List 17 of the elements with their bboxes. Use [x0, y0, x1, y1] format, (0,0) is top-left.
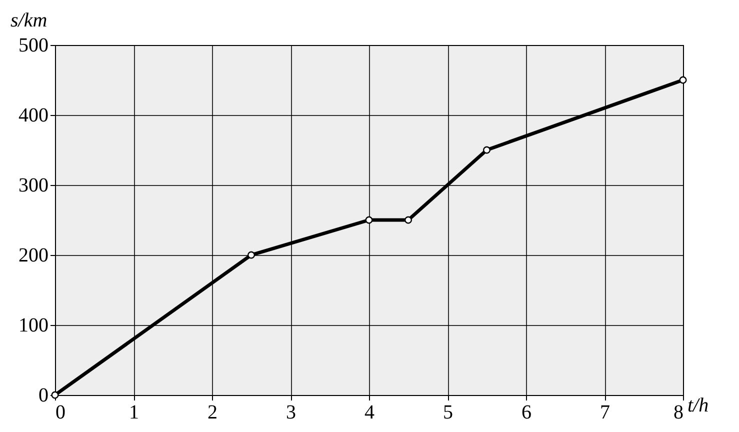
x-tick-label: 2 — [208, 402, 218, 424]
x-tick-label: 5 — [443, 402, 453, 424]
y-tick-label: 200 — [18, 244, 48, 266]
x-tick-label: 7 — [600, 402, 610, 424]
y-tick-label: 100 — [18, 314, 48, 336]
x-tick-label: 1 — [129, 402, 139, 424]
x-tick-label: 8 — [674, 402, 684, 424]
y-tick-label: 0 — [38, 384, 48, 406]
y-tick-label: 400 — [18, 104, 48, 126]
y-tick-label: 300 — [18, 174, 48, 196]
x-tick-label: 4 — [364, 402, 374, 424]
x-axis-title: t/h — [688, 394, 709, 416]
x-tick-label: 0 — [56, 402, 66, 424]
y-tick-label: 500 — [18, 34, 48, 56]
x-tick-label: 3 — [286, 402, 296, 424]
y-axis-title: s/km — [10, 10, 48, 32]
x-tick-label: 6 — [522, 402, 532, 424]
